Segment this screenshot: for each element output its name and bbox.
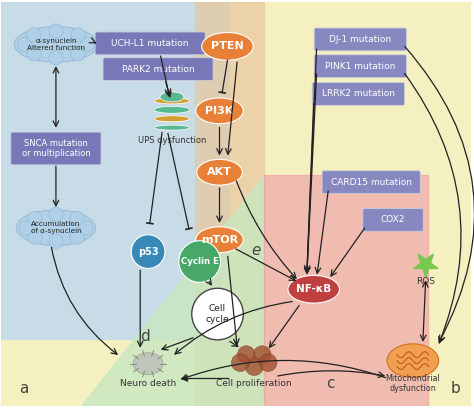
Text: NF-κB: NF-κB <box>296 284 331 294</box>
Circle shape <box>131 235 165 268</box>
Text: e: e <box>251 243 261 257</box>
Circle shape <box>245 358 263 375</box>
Ellipse shape <box>201 33 253 60</box>
FancyBboxPatch shape <box>95 32 205 55</box>
Circle shape <box>80 37 94 51</box>
Ellipse shape <box>160 92 184 102</box>
Text: d: d <box>140 329 150 344</box>
Circle shape <box>27 47 41 61</box>
Ellipse shape <box>288 275 339 303</box>
Circle shape <box>237 346 255 364</box>
Circle shape <box>49 207 63 222</box>
Text: PTEN: PTEN <box>211 41 244 51</box>
Circle shape <box>70 211 84 226</box>
Polygon shape <box>1 2 229 339</box>
Text: a: a <box>19 381 28 396</box>
Text: UCH-L1 mutation: UCH-L1 mutation <box>111 39 189 48</box>
Circle shape <box>28 211 42 226</box>
Circle shape <box>49 234 63 248</box>
Text: mTOR: mTOR <box>201 235 238 245</box>
Ellipse shape <box>154 98 190 104</box>
Text: Accumulation
of α-synuclein: Accumulation of α-synuclein <box>31 221 81 234</box>
Circle shape <box>70 230 84 244</box>
Ellipse shape <box>154 116 190 122</box>
Text: PI3K: PI3K <box>205 106 234 116</box>
Ellipse shape <box>154 125 190 130</box>
Circle shape <box>231 354 249 372</box>
Polygon shape <box>81 175 264 406</box>
Text: b: b <box>450 381 460 396</box>
Ellipse shape <box>387 344 438 377</box>
Circle shape <box>49 24 63 38</box>
Text: p53: p53 <box>138 246 158 257</box>
Circle shape <box>27 28 41 42</box>
Circle shape <box>18 37 32 51</box>
Text: Neuro death: Neuro death <box>120 379 176 388</box>
Text: Cyclin E: Cyclin E <box>181 257 219 266</box>
Text: ROS: ROS <box>416 277 435 286</box>
Text: Cell
cycle: Cell cycle <box>206 304 229 324</box>
Polygon shape <box>413 254 438 277</box>
Text: CARD15 mutation: CARD15 mutation <box>331 178 412 187</box>
Circle shape <box>259 354 277 372</box>
Circle shape <box>28 230 42 244</box>
FancyBboxPatch shape <box>314 55 406 78</box>
Text: α-synuclein
Altered function: α-synuclein Altered function <box>27 38 85 51</box>
Polygon shape <box>195 2 264 406</box>
FancyBboxPatch shape <box>103 58 213 80</box>
Text: Mitochondrial
dysfunction: Mitochondrial dysfunction <box>385 374 440 393</box>
Polygon shape <box>264 175 428 406</box>
FancyBboxPatch shape <box>322 171 420 193</box>
Text: AKT: AKT <box>207 167 232 177</box>
Text: COX2: COX2 <box>381 215 405 224</box>
FancyBboxPatch shape <box>363 208 423 231</box>
Circle shape <box>179 241 220 282</box>
Ellipse shape <box>196 227 243 253</box>
Text: UPS dysfunction: UPS dysfunction <box>138 136 206 145</box>
Circle shape <box>79 221 93 235</box>
Circle shape <box>19 221 33 235</box>
Ellipse shape <box>133 353 163 375</box>
Text: SNCA mutation
or multiplication: SNCA mutation or multiplication <box>21 139 90 158</box>
FancyBboxPatch shape <box>312 82 404 105</box>
Text: PARK2 mutation: PARK2 mutation <box>122 64 194 74</box>
Ellipse shape <box>16 210 96 246</box>
Ellipse shape <box>196 98 243 124</box>
FancyBboxPatch shape <box>11 132 101 165</box>
Text: Cell proliferation: Cell proliferation <box>217 379 292 388</box>
Circle shape <box>71 28 85 42</box>
Ellipse shape <box>154 106 190 113</box>
Text: c: c <box>327 377 335 391</box>
Text: PINK1 mutation: PINK1 mutation <box>325 62 395 71</box>
Circle shape <box>192 288 243 340</box>
Circle shape <box>49 51 63 65</box>
Circle shape <box>71 47 85 61</box>
Ellipse shape <box>14 27 98 62</box>
Ellipse shape <box>197 160 242 185</box>
Circle shape <box>253 346 271 364</box>
FancyBboxPatch shape <box>314 28 406 51</box>
Text: DJ-1 mutation: DJ-1 mutation <box>329 35 392 44</box>
Text: LRRK2 mutation: LRRK2 mutation <box>322 89 395 98</box>
